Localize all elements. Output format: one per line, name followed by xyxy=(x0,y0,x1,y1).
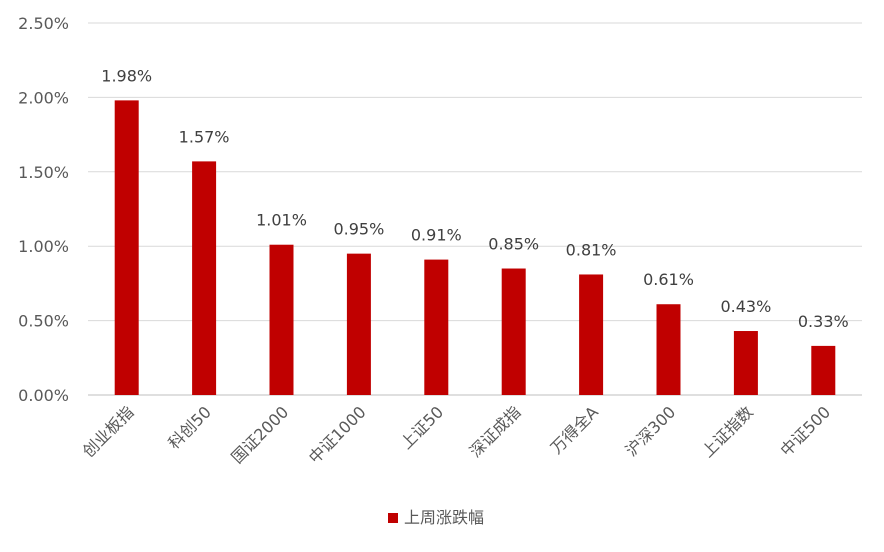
data-label: 0.91% xyxy=(411,226,462,245)
bar xyxy=(269,244,294,395)
data-label: 1.57% xyxy=(179,127,230,146)
category-label: 中证500 xyxy=(776,402,834,460)
data-label: 0.43% xyxy=(720,297,771,316)
data-label: 1.01% xyxy=(256,211,307,230)
data-label: 0.61% xyxy=(643,270,694,289)
legend-swatch xyxy=(388,513,398,523)
bar xyxy=(656,304,681,395)
category-label: 中证1000 xyxy=(305,402,370,467)
category-label: 国证2000 xyxy=(227,402,292,467)
y-tick-label: 2.00% xyxy=(18,88,69,107)
bar xyxy=(501,268,526,395)
data-label: 0.95% xyxy=(333,220,384,239)
category-label: 上证指数 xyxy=(698,402,757,461)
gridlines xyxy=(88,22,862,322)
data-label: 0.81% xyxy=(566,240,617,259)
bar xyxy=(733,331,758,395)
legend: 上周涨跌幅 xyxy=(388,508,484,527)
category-label: 万得全A xyxy=(547,402,602,457)
y-tick-label: 0.50% xyxy=(18,312,69,331)
y-tick-label: 2.50% xyxy=(18,14,69,33)
y-tick-label: 1.50% xyxy=(18,163,69,182)
category-label: 深证成指 xyxy=(466,402,525,461)
bar xyxy=(579,274,604,395)
bar xyxy=(424,259,449,395)
data-label: 0.85% xyxy=(488,235,539,254)
bar xyxy=(114,100,139,395)
data-label: 0.33% xyxy=(798,312,849,331)
data-labels: 1.98% 1.57% 1.01% 0.95% 0.91% 0.85% 0.81% 0.61%… xyxy=(101,66,848,331)
y-axis-ticks: 0.00% 0.50% 1.00% 1.50% 2.00% 2.50% xyxy=(18,14,69,405)
bar xyxy=(346,253,371,395)
y-tick-label: 1.00% xyxy=(18,237,69,256)
category-label: 创业板指 xyxy=(79,402,138,461)
legend-label: 上周涨跌幅 xyxy=(404,508,484,527)
bar xyxy=(192,161,217,395)
bar xyxy=(811,345,836,395)
category-labels: 创业板指 科创50 国证2000 中证1000 上证50 深证成指 万得全A 沪深300 上证指… xyxy=(79,402,834,467)
y-tick-label: 0.00% xyxy=(18,386,69,405)
category-label: 沪深300 xyxy=(622,402,680,460)
category-label: 科创50 xyxy=(164,402,214,452)
category-label: 上证50 xyxy=(397,402,447,452)
data-label: 1.98% xyxy=(101,66,152,85)
bars xyxy=(114,100,836,395)
